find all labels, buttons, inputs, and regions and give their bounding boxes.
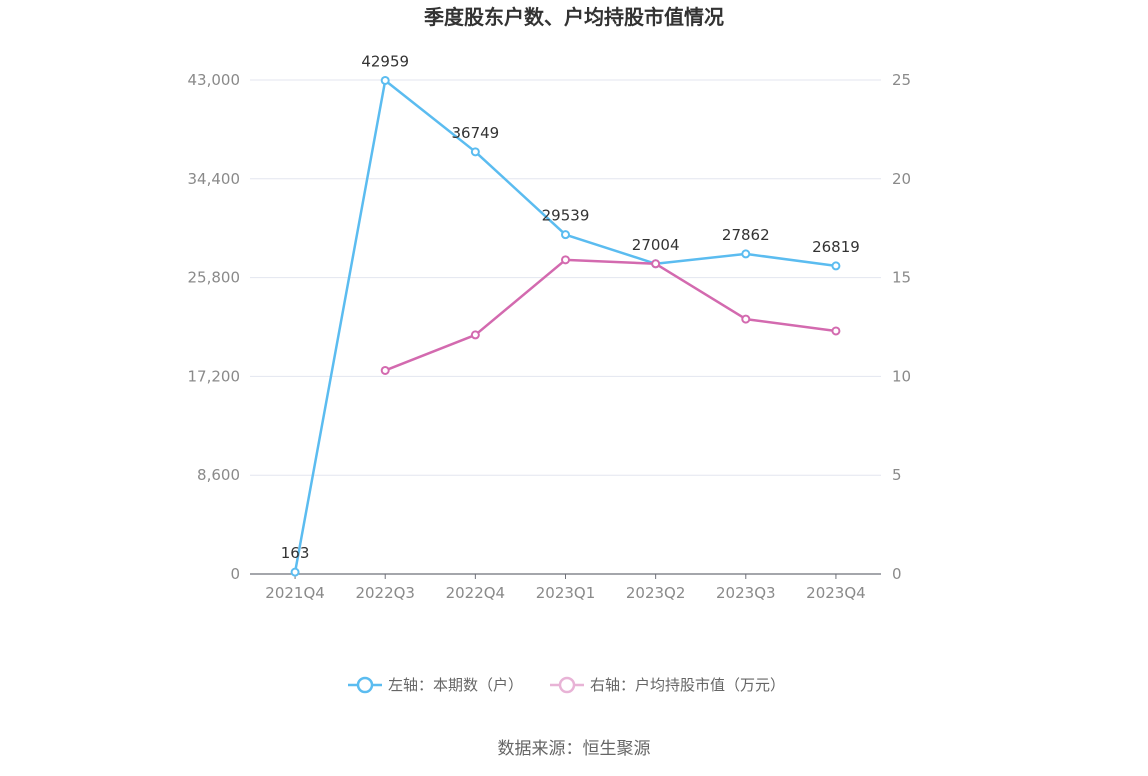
y-right-tick-label: 0 [892, 565, 902, 583]
data-point [651, 259, 661, 269]
data-point [741, 249, 751, 259]
data-label: 27004 [632, 236, 680, 254]
y-right-tick-label: 25 [892, 71, 911, 89]
data-point [561, 230, 570, 240]
x-tick-label: 2021Q4 [265, 584, 325, 602]
chart-title: 季度股东户数、户均持股市值情况 [423, 5, 724, 29]
y-right-tick-label: 10 [892, 367, 911, 385]
data-point [831, 326, 841, 336]
data-point [561, 255, 570, 265]
legend-label-1: 左轴：本期数（户） [388, 676, 523, 694]
data-point [290, 567, 300, 577]
series-layer: 163 42959 36749 29539 27004 27862 26819 [281, 52, 860, 577]
grid-lines [250, 79, 881, 476]
data-point [380, 365, 390, 375]
data-label: 27862 [722, 226, 770, 244]
legend-marker-1 [356, 676, 374, 694]
data-label: 29539 [542, 207, 590, 225]
data-point [470, 330, 480, 340]
source-note: 数据来源：恒生聚源 [498, 739, 651, 759]
y-left-tick-label: 34,400 [188, 170, 241, 188]
y-right-tick-label: 5 [892, 466, 902, 484]
y-right-tick-label: 15 [892, 269, 911, 287]
y-left-tick-label: 8,600 [197, 466, 240, 484]
x-tick-label: 2023Q4 [806, 584, 866, 602]
data-point [741, 314, 751, 324]
legend[interactable]: 左轴：本期数（户） 右轴：户均持股市值（万元） [348, 676, 785, 694]
data-label: 163 [281, 544, 310, 562]
data-label: 26819 [812, 238, 860, 256]
legend-label-2: 右轴：户均持股市值（万元） [590, 676, 785, 694]
data-label: 42959 [361, 52, 409, 70]
y-left-tick-label: 25,800 [188, 269, 241, 287]
legend-marker-2 [558, 676, 576, 694]
y-left-tick-label: 43,000 [188, 71, 241, 89]
y-left-tick-label: 17,200 [188, 367, 241, 385]
y-axis-right-ticks: 0 5 10 15 20 25 [892, 71, 911, 583]
x-axis: 2021Q4 2022Q3 2022Q4 2023Q1 2023Q2 2023Q3 2023… [250, 573, 881, 602]
data-point [470, 147, 480, 157]
y-left-tick-label: 0 [230, 565, 240, 583]
x-tick-label: 2022Q4 [446, 584, 506, 602]
data-label: 36749 [451, 124, 499, 142]
series-line-1 [293, 79, 837, 573]
x-tick-label: 2023Q2 [626, 584, 686, 602]
data-point [831, 261, 841, 271]
y-axis-left-ticks: 0 8,600 17,200 25,800 34,400 43,000 [188, 71, 241, 583]
x-tick-label: 2023Q3 [716, 584, 776, 602]
y-right-tick-label: 20 [892, 170, 911, 188]
x-tick-label: 2023Q1 [536, 584, 596, 602]
x-tick-label: 2022Q3 [355, 584, 415, 602]
data-point [380, 75, 390, 85]
series-line-2 [384, 258, 837, 372]
